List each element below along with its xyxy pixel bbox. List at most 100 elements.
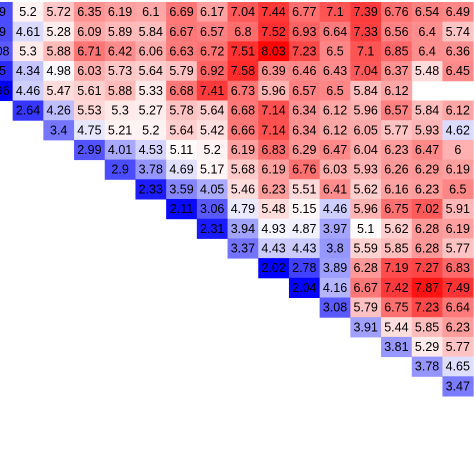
cell xyxy=(74,61,106,82)
cell xyxy=(135,2,167,23)
cell-label: 5.72 xyxy=(47,5,71,19)
cell-label: 6.85 xyxy=(384,45,408,59)
cell-label: 7.42 xyxy=(384,281,408,295)
cell xyxy=(381,297,413,318)
cell-label: 5.27 xyxy=(139,104,163,118)
cell-label: 5.51 xyxy=(292,182,316,196)
cell-label: 6.92 xyxy=(200,64,224,78)
cell xyxy=(350,41,382,62)
cell-label: 5.2 xyxy=(142,123,159,137)
cell-label: 7.14 xyxy=(261,123,285,137)
cell-label: 6.76 xyxy=(384,5,408,19)
cell-label: 3.08 xyxy=(0,45,10,59)
cell-label: 3.37 xyxy=(231,242,255,256)
cell-label: 3.08 xyxy=(323,301,347,315)
cell-label: 3.06 xyxy=(200,202,224,216)
cell-label: 5.96 xyxy=(354,202,378,216)
cell xyxy=(381,277,413,298)
cell xyxy=(411,218,443,239)
cell xyxy=(288,2,321,23)
cell xyxy=(350,61,382,82)
cell-label: 5.85 xyxy=(384,242,408,256)
cell-label: 5.84 xyxy=(354,84,378,98)
cell-label: 6.64 xyxy=(446,301,470,315)
cell xyxy=(442,218,474,239)
cell-label: 5.3 xyxy=(111,104,128,118)
cell xyxy=(258,2,290,23)
cell-label: 4.98 xyxy=(47,64,71,78)
cell xyxy=(411,179,443,200)
cell xyxy=(104,80,136,101)
cell xyxy=(319,21,351,42)
cell xyxy=(411,120,443,141)
cell xyxy=(258,61,290,82)
cell-label: 6.68 xyxy=(231,104,255,118)
cell xyxy=(12,2,44,23)
cell xyxy=(288,100,321,121)
cell xyxy=(411,159,443,180)
cell xyxy=(227,100,259,121)
cell-label: 5.77 xyxy=(446,340,470,354)
cell-label: 6.54 xyxy=(415,5,439,19)
cell-label: 5.62 xyxy=(354,182,378,196)
cell xyxy=(442,61,474,82)
cell-label: 2.9 xyxy=(111,163,128,177)
cell xyxy=(135,41,167,62)
cell xyxy=(135,100,167,121)
cell-label: 2.02 xyxy=(261,261,285,275)
cell xyxy=(166,100,198,121)
cell-label: 6.83 xyxy=(261,143,285,157)
cell-label: 6.45 xyxy=(446,64,470,78)
cell xyxy=(319,120,351,141)
cell xyxy=(104,100,136,121)
cell xyxy=(442,41,474,62)
cell-label: 6.03 xyxy=(77,64,101,78)
cell xyxy=(104,159,136,180)
cell xyxy=(196,80,229,101)
cell-label: 7.33 xyxy=(354,25,378,39)
cell xyxy=(288,238,321,259)
cell xyxy=(258,80,290,101)
cell-label: 5.33 xyxy=(139,84,163,98)
cell-label: 6.71 xyxy=(77,45,101,59)
cell xyxy=(350,2,382,23)
cell-label: 7.02 xyxy=(415,202,439,216)
cell xyxy=(319,179,351,200)
cell xyxy=(442,258,474,279)
cell-label: 6.16 xyxy=(384,182,408,196)
cell-label: 7.04 xyxy=(231,5,255,19)
cell xyxy=(381,336,413,358)
cell-label: 6.5 xyxy=(449,182,466,196)
cell xyxy=(135,179,167,200)
cell xyxy=(381,159,413,180)
cell-label: 5.1 xyxy=(357,222,374,236)
cell-label: 5.88 xyxy=(47,45,71,59)
cell xyxy=(319,80,351,101)
cell xyxy=(258,120,290,141)
cell xyxy=(227,2,259,23)
cell xyxy=(196,120,229,141)
cell xyxy=(74,100,106,121)
cell-label: 6.8 xyxy=(234,25,251,39)
cell xyxy=(288,61,321,82)
cell xyxy=(350,21,382,42)
cell-label: 2.04 xyxy=(292,281,316,295)
cell-label: 5.2 xyxy=(19,5,36,19)
cell-label: 5.78 xyxy=(169,104,193,118)
cell xyxy=(43,120,75,141)
cell-label: 7.52 xyxy=(261,25,285,39)
cell-label: 5.2 xyxy=(204,143,221,157)
cell xyxy=(442,336,474,358)
cell xyxy=(411,41,443,62)
cell xyxy=(442,139,474,161)
cell-label: 5.62 xyxy=(384,222,408,236)
cell xyxy=(12,100,44,121)
cell-label: 6.76 xyxy=(292,163,316,177)
cell xyxy=(288,159,321,180)
cell xyxy=(288,120,321,141)
cell xyxy=(196,179,229,200)
cell-label: 4.16 xyxy=(323,281,347,295)
cell xyxy=(411,61,443,82)
cell-label: 4.93 xyxy=(261,222,285,236)
cell-label: 6 xyxy=(454,143,461,157)
